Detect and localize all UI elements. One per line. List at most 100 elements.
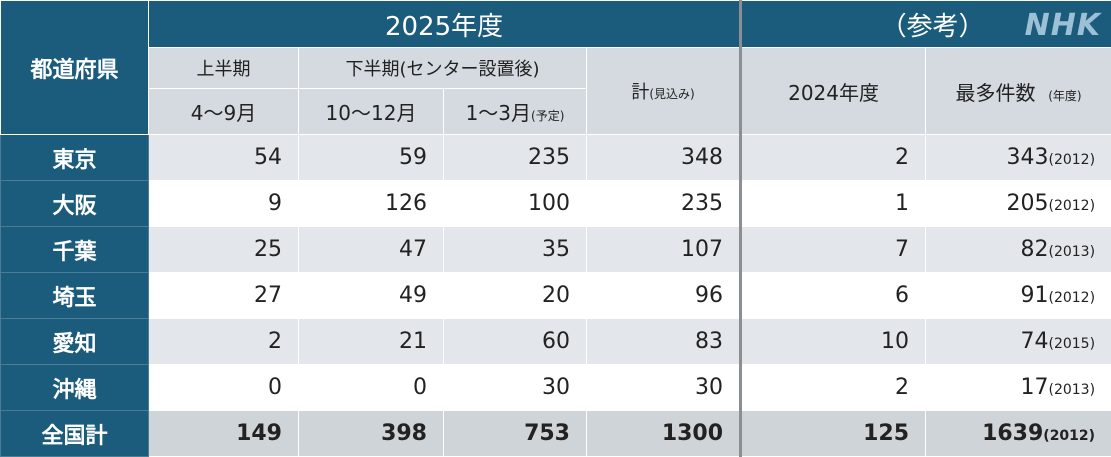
row-header: 愛知 bbox=[1, 319, 149, 365]
header-text: 10〜12月 bbox=[326, 101, 417, 125]
table-cell: 74(2015) bbox=[926, 319, 1111, 365]
table-cell: 1300 bbox=[587, 411, 741, 457]
cell-value: 49 bbox=[399, 283, 427, 308]
table-cell: 49 bbox=[299, 273, 444, 319]
table-cell: 9 bbox=[149, 181, 299, 227]
logo: NHK bbox=[1025, 8, 1101, 43]
header-note: (年度) bbox=[1048, 89, 1081, 103]
table-cell: 1639(2012) bbox=[926, 411, 1111, 457]
table-cell: 235 bbox=[444, 135, 587, 181]
table-cell: 343(2012) bbox=[926, 135, 1111, 181]
header-note: (予定) bbox=[531, 109, 564, 123]
header-row: 上半期 下半期(センター設置後) 計(見込み) 2024年度 最多件数 (年度) bbox=[1, 48, 1111, 89]
table-cell: 60 bbox=[444, 319, 587, 365]
prefecture: 全国計 bbox=[41, 424, 107, 449]
row-header: 埼玉 bbox=[1, 273, 149, 319]
cell-value: 107 bbox=[681, 237, 723, 262]
cell-value: 753 bbox=[524, 421, 570, 446]
row-header: 沖縄 bbox=[1, 365, 149, 411]
table-cell: 0 bbox=[149, 365, 299, 411]
table-row: 愛知 2 21 60 83 10 74(2015) bbox=[1, 319, 1111, 365]
table-cell: 83 bbox=[587, 319, 741, 365]
cell-value: 21 bbox=[399, 329, 427, 354]
header-text: 計 bbox=[631, 82, 649, 103]
row-header: 全国計 bbox=[1, 411, 149, 457]
header-note: (見込み) bbox=[649, 87, 694, 101]
cell-value: 54 bbox=[254, 145, 282, 170]
cell-value: 10 bbox=[881, 329, 909, 354]
cell-value: 348 bbox=[681, 145, 723, 170]
table-head: 都道府県 2025年度 （参考）NHK 上半期 下半期(センター設置後) 計(見… bbox=[1, 1, 1111, 135]
header-cell: 最多件数 (年度) bbox=[926, 48, 1111, 135]
cell-value: 47 bbox=[399, 237, 427, 262]
header-text: 下半期(センター設置後) bbox=[345, 59, 539, 80]
cell-value: 30 bbox=[695, 375, 723, 400]
table-cell: 59 bbox=[299, 135, 444, 181]
header-row: 都道府県 2025年度 （参考）NHK bbox=[1, 1, 1111, 48]
cell-value: 27 bbox=[254, 283, 282, 308]
header-text: 1〜3月 bbox=[466, 101, 531, 125]
table-cell: 107 bbox=[587, 227, 741, 273]
header-cell: 1〜3月(予定) bbox=[444, 89, 587, 135]
prefecture: 東京 bbox=[52, 148, 96, 173]
cell-value: 91 bbox=[1021, 283, 1049, 308]
prefecture: 埼玉 bbox=[52, 286, 96, 311]
cell-year: (2013) bbox=[1049, 382, 1096, 398]
table-row: 東京 54 59 235 348 2 343(2012) bbox=[1, 135, 1111, 181]
header-cell: 計(見込み) bbox=[587, 48, 741, 135]
cell-value: 7 bbox=[895, 237, 909, 262]
cell-value: 235 bbox=[681, 191, 723, 216]
cell-value: 398 bbox=[381, 421, 427, 446]
header-cell: 4〜9月 bbox=[149, 89, 299, 135]
table-cell: 82(2013) bbox=[926, 227, 1111, 273]
table-cell: 2 bbox=[149, 319, 299, 365]
cell-value: 60 bbox=[542, 329, 570, 354]
prefecture: 愛知 bbox=[52, 332, 96, 357]
table-cell: 27 bbox=[149, 273, 299, 319]
header-cell: 上半期 bbox=[149, 48, 299, 89]
cell-value: 1639 bbox=[982, 421, 1043, 446]
cell-value: 17 bbox=[1021, 375, 1049, 400]
cell-year: (2015) bbox=[1049, 336, 1096, 352]
cell-value: 83 bbox=[695, 329, 723, 354]
table-cell: 25 bbox=[149, 227, 299, 273]
cell-value: 9 bbox=[268, 191, 282, 216]
header-cell: 2025年度 bbox=[149, 1, 741, 48]
header-text: 4〜9月 bbox=[191, 101, 256, 125]
prefecture: 沖縄 bbox=[52, 378, 96, 403]
table-cell: 149 bbox=[149, 411, 299, 457]
cell-value: 0 bbox=[268, 375, 282, 400]
cell-year: (2013) bbox=[1049, 244, 1096, 260]
prefecture: 大阪 bbox=[52, 194, 96, 219]
table-cell: 35 bbox=[444, 227, 587, 273]
cell-value: 82 bbox=[1021, 237, 1049, 262]
table-cell: 126 bbox=[299, 181, 444, 227]
header-text: 上半期 bbox=[197, 59, 251, 80]
cell-value: 2 bbox=[268, 329, 282, 354]
cell-value: 1300 bbox=[662, 421, 723, 446]
cell-value: 20 bbox=[542, 283, 570, 308]
cell-value: 126 bbox=[385, 191, 427, 216]
cell-value: 235 bbox=[528, 145, 570, 170]
cell-year: (2012) bbox=[1049, 198, 1096, 214]
header-text: 2024年度 bbox=[788, 81, 879, 105]
table-row: 沖縄 0 0 30 30 2 17(2013) bbox=[1, 365, 1111, 411]
table-cell: 205(2012) bbox=[926, 181, 1111, 227]
header-cell: （参考）NHK bbox=[741, 1, 1111, 48]
header-cell: 下半期(センター設置後) bbox=[299, 48, 587, 89]
cell-value: 0 bbox=[413, 375, 427, 400]
cell-value: 2 bbox=[895, 375, 909, 400]
row-header: 千葉 bbox=[1, 227, 149, 273]
cell-value: 2 bbox=[895, 145, 909, 170]
cell-value: 100 bbox=[528, 191, 570, 216]
table-cell: 2 bbox=[741, 365, 926, 411]
header-text: 都道府県 bbox=[30, 58, 118, 83]
cell-value: 35 bbox=[542, 237, 570, 262]
header-cell: 2024年度 bbox=[741, 48, 926, 135]
header-cell: 都道府県 bbox=[1, 1, 149, 135]
cell-value: 96 bbox=[695, 283, 723, 308]
table-cell: 30 bbox=[444, 365, 587, 411]
